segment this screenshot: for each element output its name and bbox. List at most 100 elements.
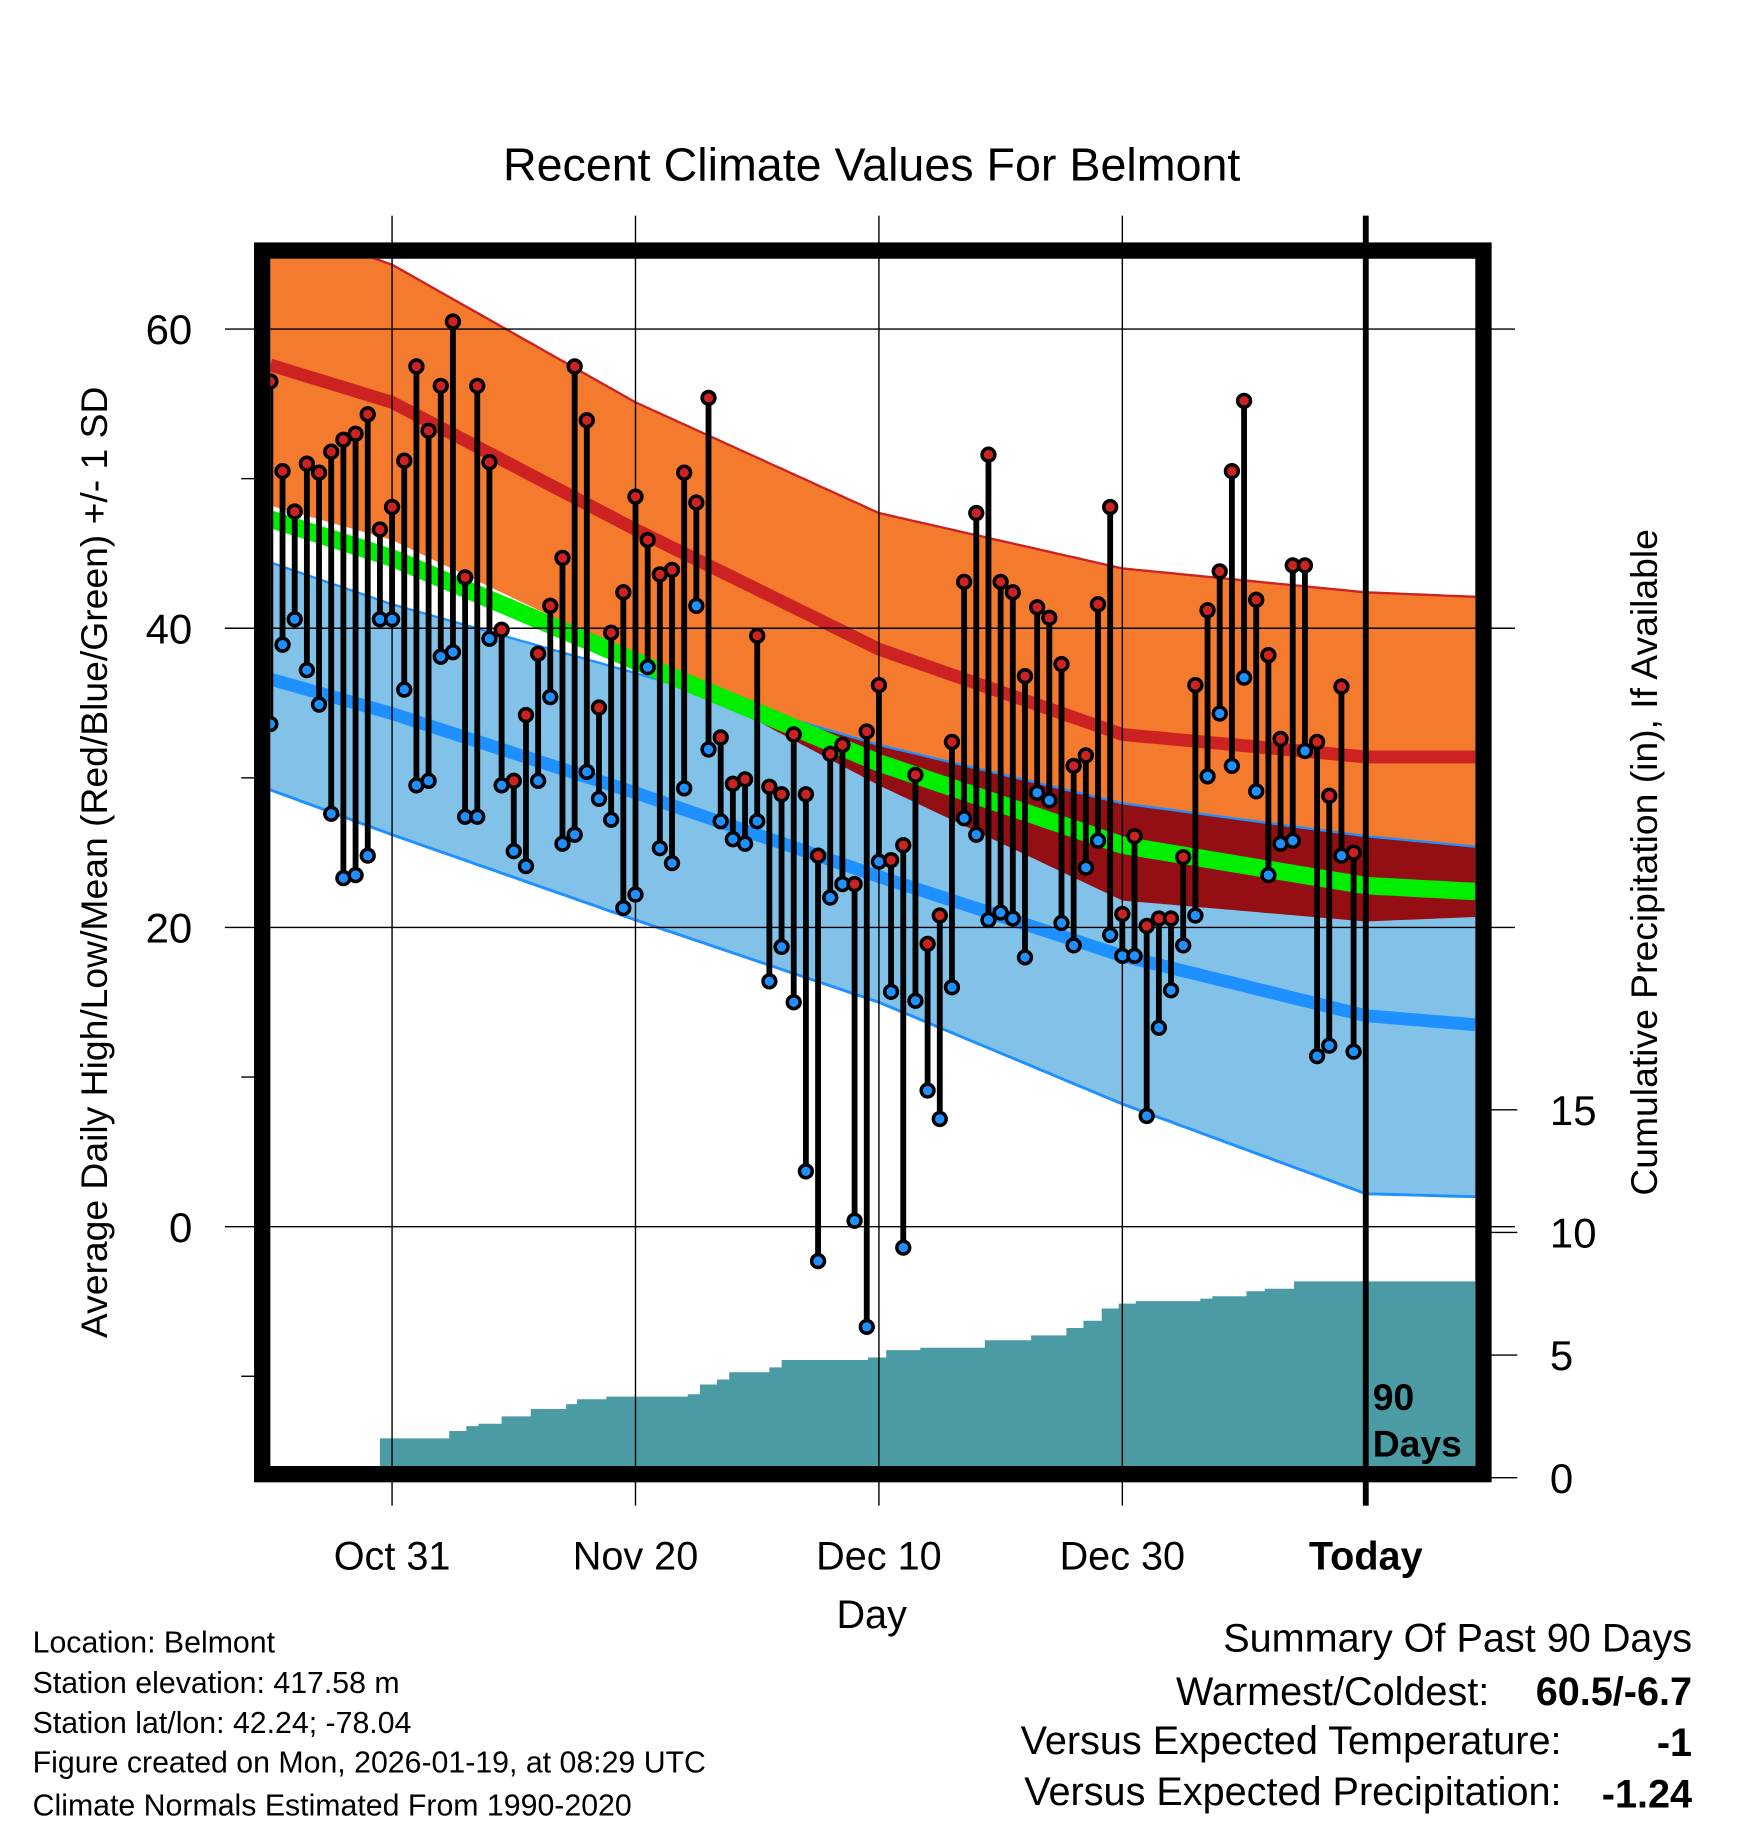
daily-low-point [590,790,608,807]
temp-departure-value: -1 [1657,1721,1692,1765]
daily-low-point [1053,914,1070,932]
daily-high-point [1126,828,1143,845]
low-upper-edge [270,561,1476,848]
daily-high-point [1187,676,1204,694]
daily-high-point [554,549,571,567]
daily-high-point [700,389,717,407]
daily-high-point [1004,584,1021,601]
normals-bands [270,258,1476,1199]
daily-low-point [602,811,620,828]
daily-low-point [676,780,693,797]
daily-high-point [615,584,632,601]
daily-low-point [712,813,729,830]
daily-high-point [529,645,547,662]
daily-high-point [858,723,875,740]
daily-low-point [1016,949,1034,966]
daily-low-point [566,826,583,843]
daily-high-point [1089,596,1107,613]
precip-departure-value: -1.24 [1602,1772,1692,1816]
daily-high-point [578,412,595,429]
daily-low-point [274,636,291,653]
daily-low-point [931,1110,948,1128]
daily-high-point [1102,498,1119,516]
daily-low-point [943,979,961,996]
daily-low-point [1126,947,1143,965]
daily-high-point [676,464,693,481]
daily-low-point [1199,768,1216,785]
daily-high-point [907,766,924,784]
daily-high-point [980,446,997,463]
y2-tick-label: 10 [1550,1210,1597,1257]
daily-high-point [882,851,900,869]
low-mean-line [270,672,1476,1032]
daily-high-point [310,464,328,481]
daily-high-point [736,771,754,788]
daily-low-point [797,1163,815,1180]
warmest-coldest-value: 60.5/-6.7 [1536,1670,1692,1714]
daily-high-point [542,597,559,614]
daily-low-point [955,810,973,827]
high-sd-band [270,258,1476,922]
x-tick-label: Dec 10 [816,1535,942,1579]
daily-high-point [895,837,912,854]
daily-low-point [846,1212,863,1229]
daily-low-point [1162,982,1180,999]
daily-high-point [919,935,936,953]
daily-low-point [773,938,790,956]
daily-high-point [432,377,449,395]
summary-panel: Summary Of Past 90 Days Warmest/Coldest:… [1021,1616,1692,1816]
daily-low-point [736,835,754,852]
daily-low-point [383,611,401,628]
daily-high-point [663,561,681,579]
daily-high-point [1272,730,1289,748]
high-upper-edge [371,258,1476,598]
daily-low-point [651,840,668,857]
daily-low-point [444,644,462,661]
daily-low-point [529,772,547,790]
daily-low-point [298,661,316,679]
daily-low-point [323,805,340,822]
daily-high-point [627,488,644,505]
daily-low-point [310,696,328,713]
precip-cumulative-area [379,1281,1476,1467]
daily-low-point [700,741,717,758]
daily-high-point [1053,655,1070,673]
footer-location: Location: Belmont [33,1626,276,1659]
chart-title: Recent Climate Values For Belmont [503,139,1240,191]
daily-high-point [1345,844,1362,861]
daily-low-point [1150,1019,1168,1036]
daily-high-point [270,373,279,390]
daily-high-point [1065,757,1082,775]
daily-low-point [858,1318,875,1336]
daily-high-point [517,706,535,724]
daily-high-point [323,443,340,460]
warmest-coldest-label: Warmest/Coldest: [1176,1670,1489,1714]
y-axis-label: Average Daily High/Low/Mean (Red/Blue/Gr… [73,387,115,1338]
daily-low-point [542,688,559,706]
daily-high-point [274,463,291,480]
daily-high-point [602,624,620,641]
x-tick-label: Oct 31 [334,1535,451,1579]
x-tick-label: Dec 30 [1060,1535,1186,1579]
daily-low-point [1223,757,1241,775]
daily-low-point [1077,859,1094,876]
plot-frame [254,242,1492,1483]
daily-low-point [1345,1043,1362,1060]
daily-low-point [1308,1047,1326,1065]
daily-low-point [1321,1037,1338,1054]
daily-high-point [846,875,863,893]
daily-low-point [809,1252,827,1270]
footer-created: Figure created on Mon, 2026-01-19, at 08… [33,1747,706,1780]
daily-high-point [1211,563,1228,580]
y-tick-label: 0 [169,1204,192,1251]
daily-high-point [469,377,486,395]
daily-high-point [286,503,303,520]
daily-high-point [712,729,729,746]
x-axis-label: Day [836,1593,907,1637]
daily-low-point [1235,669,1253,686]
daily-high-point [1114,905,1131,923]
daily-low-point [639,658,656,676]
precip-area [379,1281,1476,1467]
daily-high-point [968,504,985,522]
